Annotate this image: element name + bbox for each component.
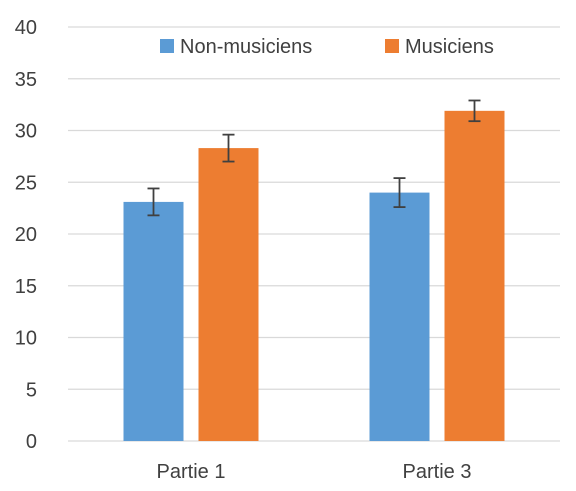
y-tick-label: 25 bbox=[15, 172, 37, 194]
y-tick-label: 30 bbox=[15, 121, 37, 143]
y-tick-label: 35 bbox=[15, 69, 37, 91]
legend-swatch bbox=[160, 39, 174, 53]
error-bars bbox=[147, 99, 481, 217]
y-tick-label: 40 bbox=[15, 17, 37, 39]
bar-musiciens-partie-3 bbox=[444, 110, 505, 442]
x-tick-label: Partie 1 bbox=[157, 461, 226, 483]
y-tick-label: 15 bbox=[15, 276, 37, 298]
y-tick-label: 0 bbox=[26, 431, 37, 453]
error-bar bbox=[393, 177, 406, 208]
error-bar bbox=[147, 187, 160, 217]
legend-label: Non-musiciens bbox=[180, 36, 312, 58]
bars bbox=[123, 110, 505, 442]
error-bar bbox=[468, 99, 481, 123]
legend-label: Musiciens bbox=[405, 36, 494, 58]
y-tick-label: 5 bbox=[26, 379, 37, 401]
error-bar bbox=[222, 133, 235, 163]
legend-item-musiciens: Musiciens bbox=[385, 36, 494, 58]
y-tick-label: 10 bbox=[15, 328, 37, 350]
bar-musiciens-partie-1 bbox=[198, 148, 259, 441]
x-axis-tick-labels: Partie 1 Partie 3 bbox=[157, 461, 472, 483]
x-tick-label: Partie 3 bbox=[403, 461, 472, 483]
legend-item-non-musiciens: Non-musiciens bbox=[160, 36, 312, 58]
bar-non-musiciens-partie-1 bbox=[123, 201, 184, 441]
y-tick-label: 20 bbox=[15, 224, 37, 246]
legend-swatch bbox=[385, 39, 399, 53]
y-axis-tick-labels: 0 5 10 15 20 25 30 35 40 bbox=[15, 17, 37, 453]
bar-non-musiciens-partie-3 bbox=[369, 192, 430, 441]
legend: Non-musiciens Musiciens bbox=[160, 36, 494, 58]
